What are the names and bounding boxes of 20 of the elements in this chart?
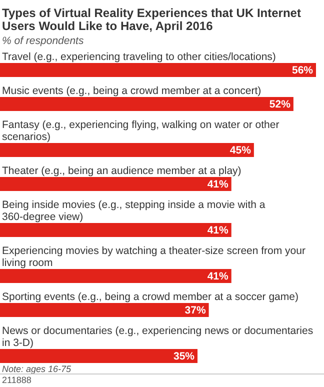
y-tick-label: News or documentaries (e.g., experiencing news or documentaries in 3-D) (2, 325, 314, 349)
chart-subtitle: % of respondents (2, 35, 84, 47)
data-label: 45% (230, 144, 252, 156)
data-label: 56% (292, 64, 314, 76)
data-label: 35% (173, 350, 196, 362)
data-label: 41% (207, 270, 230, 282)
y-tick-label: Fantasy (e.g., experiencing flying, walking on water or other scenarios) (2, 119, 280, 143)
y-tick-label: Theater (e.g., being an audience member at a play) (2, 165, 242, 177)
data-label: 41% (207, 224, 230, 236)
data-label: 37% (184, 304, 206, 316)
data-label: 41% (207, 178, 230, 190)
text: 211888 (2, 375, 32, 385)
annotation: Note: ages 16-75 (2, 364, 72, 374)
y-tick-label: Travel (e.g., experiencing traveling to other cities/locations) (2, 51, 276, 63)
data-label: 52% (269, 98, 292, 110)
y-tick-label: Being inside movies (e.g., stepping inside a movie with a 360-degree view) (2, 199, 266, 223)
y-tick-label: Experiencing movies by watching a theater-size screen from your living room (2, 245, 306, 269)
chart-title: Types of Virtual Reality Experiences that UK Internet Users Would Like to Have, April 2016 (2, 6, 301, 33)
y-tick-label: Music events (e.g., being a crowd member at a concert) (2, 85, 262, 97)
y-tick-label: Sporting events (e.g., being a crowd member at a soccer game) (2, 291, 298, 303)
